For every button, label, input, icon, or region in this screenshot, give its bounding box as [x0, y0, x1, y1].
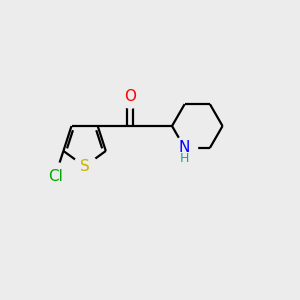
Text: N: N [179, 140, 190, 155]
Point [82, 164, 87, 169]
Point [182, 146, 187, 150]
Text: H: H [180, 152, 189, 165]
Text: S: S [80, 159, 89, 174]
Point [128, 94, 133, 99]
Text: O: O [124, 89, 136, 104]
Text: Cl: Cl [48, 169, 63, 184]
Point [53, 174, 58, 179]
